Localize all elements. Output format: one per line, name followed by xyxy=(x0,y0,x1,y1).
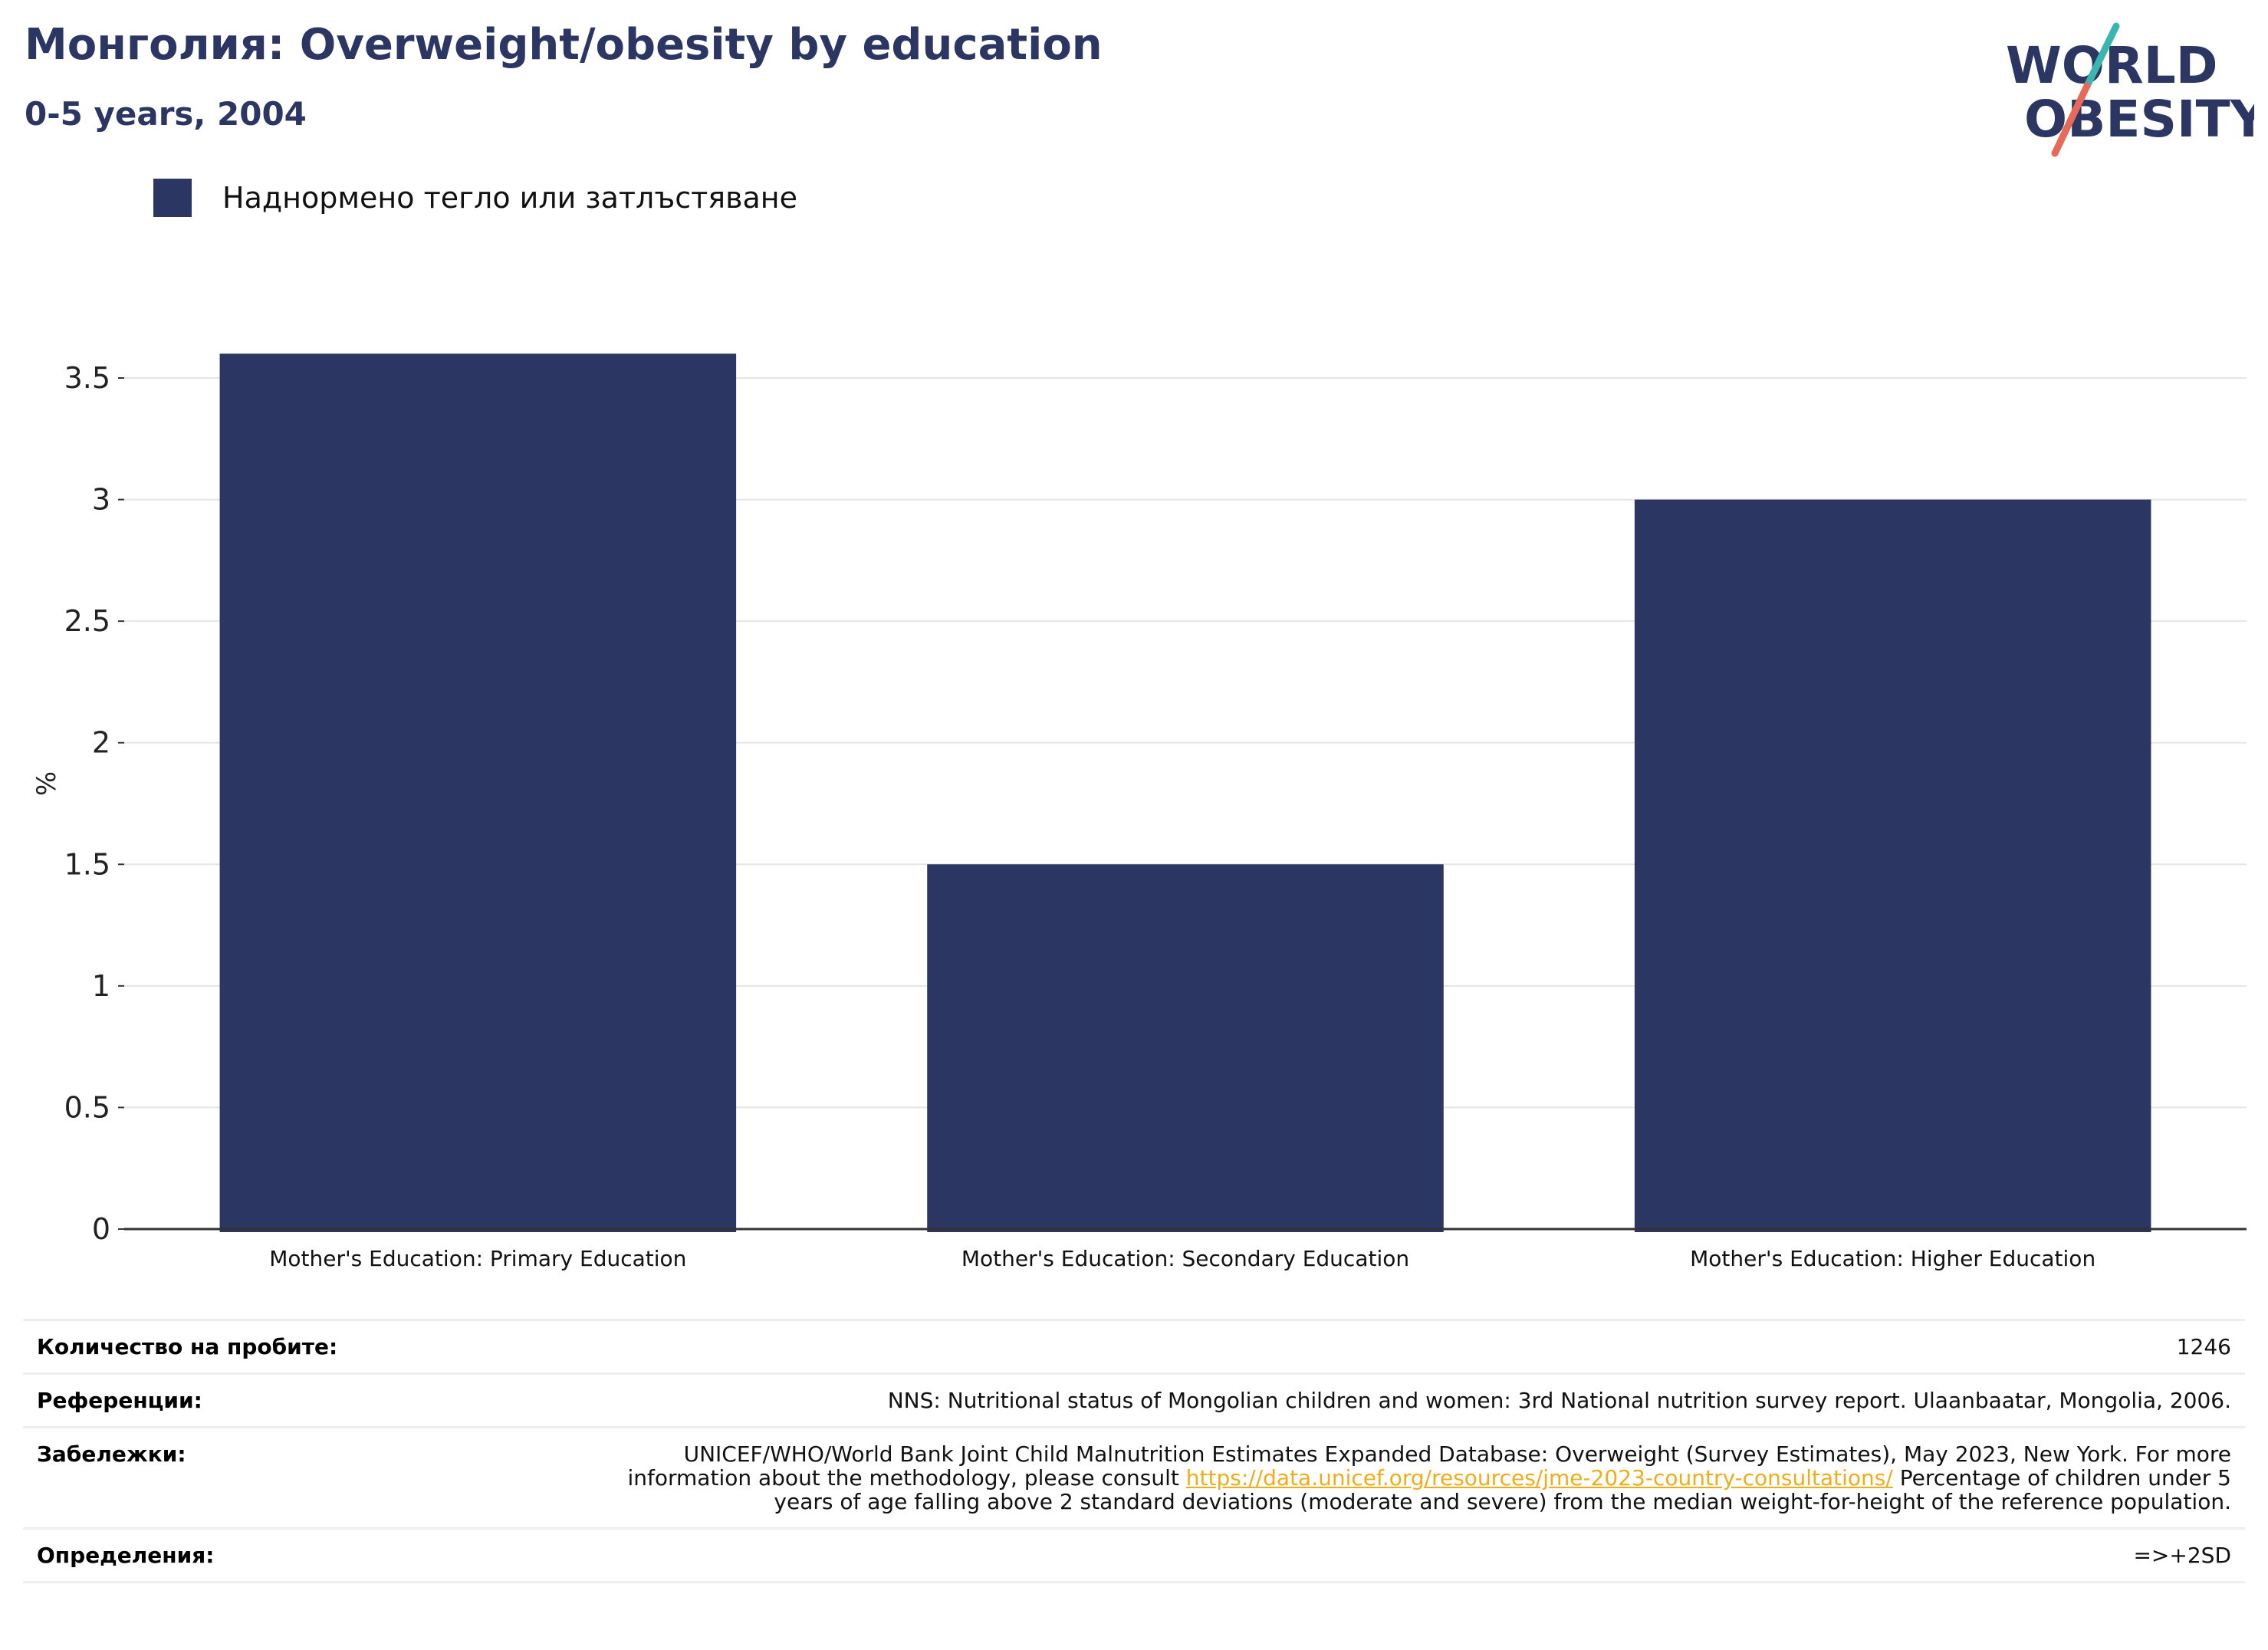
sample-size-value: 1246 xyxy=(2176,1334,2231,1359)
logo-text-world: WORLD xyxy=(2006,36,2218,95)
y-tick-label: 1.5 xyxy=(64,847,110,881)
bar[interactable] xyxy=(219,353,737,1233)
y-tick-label: 1 xyxy=(92,969,110,1003)
methodology-link[interactable]: https://data.unicef.org/resources/jme-20… xyxy=(1185,1465,1893,1491)
y-tick-label: 0 xyxy=(92,1212,110,1246)
axis-labels: 0 0.5 1 1.5 2 2.5 3 3.5 Mother's Education: Prim… xyxy=(64,361,2096,1271)
y-tick-label: 2 xyxy=(92,726,110,760)
notes-row: Забележки: UNICEF/WHO/World Bank Joint C… xyxy=(23,1426,2245,1527)
bar-chart: 0 0.5 1 1.5 2 2.5 3 3.5 Mother's Education: Prim… xyxy=(31,353,2247,1271)
x-category-label: Mother's Education: Higher Education xyxy=(1690,1246,2095,1271)
world-obesity-logo: WORLD OBESITY xyxy=(2006,22,2254,157)
y-tick-label: 0.5 xyxy=(64,1090,110,1124)
chart-subtitle: 0-5 years, 2004 xyxy=(25,95,307,133)
references-row: Референции: NNS: Nutritional status of M… xyxy=(23,1372,2245,1426)
sample-size-row: Количество на пробите: 1246 xyxy=(23,1319,2245,1372)
sample-size-label: Количество на пробите: xyxy=(37,1334,338,1359)
notes-label: Забележки: xyxy=(37,1441,186,1467)
chart-title: Монголия: Overweight/obesity by educatio… xyxy=(25,20,1103,70)
y-tick-label: 3 xyxy=(92,483,110,517)
info-table: Количество на пробите: 1246 Референции: … xyxy=(23,1319,2245,1583)
legend[interactable]: Наднормено тегло или затлъстяване xyxy=(153,178,797,218)
definitions-value: =>+2SD xyxy=(2133,1543,2231,1568)
legend-label: Наднормено тегло или затлъстяване xyxy=(222,181,797,215)
notes-value: UNICEF/WHO/World Bank Joint Child Malnut… xyxy=(598,1441,2232,1514)
references-value: NNS: Nutritional status of Mongolian chi… xyxy=(887,1388,2231,1413)
bar[interactable] xyxy=(927,864,1444,1232)
logo-slash-coral xyxy=(2051,82,2091,157)
references-label: Референции: xyxy=(37,1388,202,1413)
notes-text-before: UNICEF/WHO/World Bank Joint Child Malnut… xyxy=(627,1441,2232,1491)
notes-text-after: Percentage of children under 5 years of … xyxy=(774,1465,2231,1514)
definitions-label: Определения: xyxy=(37,1543,215,1568)
y-tick-label: 2.5 xyxy=(64,604,110,638)
axes xyxy=(118,377,2247,1231)
bars xyxy=(219,353,2151,1233)
y-tick-label: 3.5 xyxy=(64,361,110,395)
bar[interactable] xyxy=(1634,499,2151,1232)
y-axis-title: % xyxy=(31,771,62,796)
definitions-row: Определения: =>+2SD xyxy=(23,1527,2245,1583)
x-category-label: Mother's Education: Primary Education xyxy=(269,1246,686,1271)
x-category-label: Mother's Education: Secondary Education xyxy=(961,1246,1409,1271)
logo-slash-teal xyxy=(2083,22,2120,90)
legend-swatch xyxy=(153,179,192,217)
